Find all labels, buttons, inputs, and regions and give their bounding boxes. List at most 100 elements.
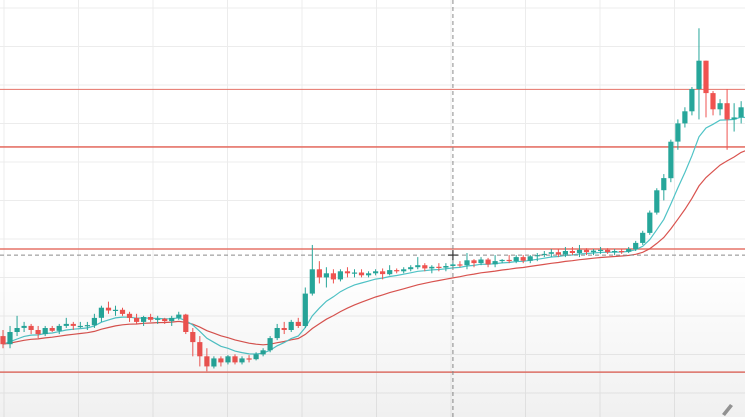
candle-body-up: [576, 249, 583, 253]
candle-body-up: [351, 272, 358, 274]
fast-moving-average-line: [2, 116, 745, 355]
moving-averages: [2, 116, 745, 355]
candle-body-down: [197, 342, 203, 357]
candle-body-down: [162, 318, 168, 322]
candle-body-up: [366, 273, 372, 276]
candle-body-up: [373, 271, 379, 274]
candle-body-up: [647, 212, 653, 233]
candle-body-up: [387, 270, 393, 275]
candle-body-down: [316, 269, 322, 278]
candle-body-down: [520, 257, 526, 261]
candle-body-up: [682, 111, 688, 124]
candle-body-up: [63, 323, 69, 326]
corner-tool[interactable]: [722, 404, 733, 416]
candle-body-down: [555, 252, 561, 255]
candle-body-up: [541, 253, 547, 256]
candle-body-up: [176, 314, 182, 318]
candle-body-down: [49, 328, 55, 331]
candle-body-down: [436, 266, 442, 268]
slow-moving-average-line: [2, 150, 745, 346]
candle-body-up: [211, 358, 217, 367]
candle-body-up: [527, 256, 533, 261]
candle-body-up: [274, 328, 280, 339]
candle-body-down: [105, 307, 112, 311]
candle-body-down: [190, 332, 196, 343]
candle-body-down: [583, 249, 590, 253]
candle-body-up: [7, 332, 13, 345]
candle-body-up: [169, 317, 175, 322]
candle-body-up: [239, 358, 245, 363]
candle-body-up: [267, 338, 273, 351]
candle-body-down: [485, 259, 491, 265]
candle-body-up: [562, 251, 568, 255]
candle-body-up: [689, 89, 695, 112]
candle-body-up: [155, 318, 161, 320]
candle-body-down: [126, 313, 133, 318]
candle-body-up: [429, 266, 435, 269]
candle-body-up: [598, 249, 604, 251]
candle-body-up: [408, 267, 414, 270]
candle-body-up: [112, 309, 119, 311]
candle-body-down: [724, 103, 730, 120]
candle-body-down: [218, 358, 224, 363]
candle-body-up: [731, 117, 737, 120]
candle-body-up: [668, 141, 674, 179]
candle-body-up: [401, 269, 407, 272]
candle-body-down: [0, 336, 6, 345]
candle-body-up: [738, 107, 744, 118]
candle-body-down: [295, 321, 301, 326]
candle-body-down: [330, 273, 336, 280]
candle-body-down: [148, 317, 154, 320]
candle-body-up: [91, 317, 97, 326]
candle-body-down: [28, 325, 34, 330]
candle-body-up: [640, 232, 646, 243]
candle-body-down: [457, 264, 463, 266]
candle-body-up: [415, 265, 421, 268]
candle-body-up: [302, 293, 308, 326]
candle-body-up: [548, 252, 554, 254]
candle-body-down: [344, 271, 351, 274]
candle-body-up: [633, 242, 639, 249]
candle-body-down: [380, 271, 386, 275]
candle-body-down: [605, 249, 611, 253]
candle-body-down: [183, 314, 189, 332]
candle-body-up: [612, 251, 618, 253]
candle-body-up: [717, 103, 723, 110]
candle-body-up: [443, 266, 449, 268]
candle-body-down: [703, 60, 709, 94]
candle-body-up: [492, 261, 498, 265]
candle-body-up: [654, 190, 660, 213]
candle-body-down: [204, 356, 210, 367]
candle-body-up: [626, 249, 632, 252]
candle-body-up: [21, 325, 27, 328]
candle-body-down: [246, 358, 252, 360]
candle-body-up: [225, 356, 231, 363]
candle-body-up: [675, 123, 681, 142]
candle-body-up: [98, 307, 104, 318]
candle-body-up: [534, 255, 540, 257]
candle-body-down: [619, 251, 625, 253]
candle-body-down: [358, 272, 365, 276]
candle-body-up: [260, 350, 266, 355]
candle-body-down: [422, 265, 428, 269]
candle-body-down: [506, 259, 512, 262]
candle-body-up: [478, 259, 484, 264]
candle-body-up: [450, 264, 456, 266]
candle-body-up: [309, 269, 315, 294]
candle-body-up: [77, 325, 83, 328]
candle-body-up: [141, 317, 147, 322]
candle-body-up: [253, 354, 259, 360]
candle-body-up: [14, 328, 20, 332]
candle-body-up: [56, 325, 62, 331]
candle-body-up: [288, 321, 294, 330]
candle-body-up: [499, 259, 505, 262]
candle-body-down: [569, 251, 575, 253]
candle-body-down: [70, 323, 76, 326]
candle-body-up: [661, 178, 667, 191]
horizontal-levels: [0, 88, 745, 373]
pencil-icon[interactable]: [722, 404, 733, 416]
candle-body-down: [134, 317, 140, 322]
